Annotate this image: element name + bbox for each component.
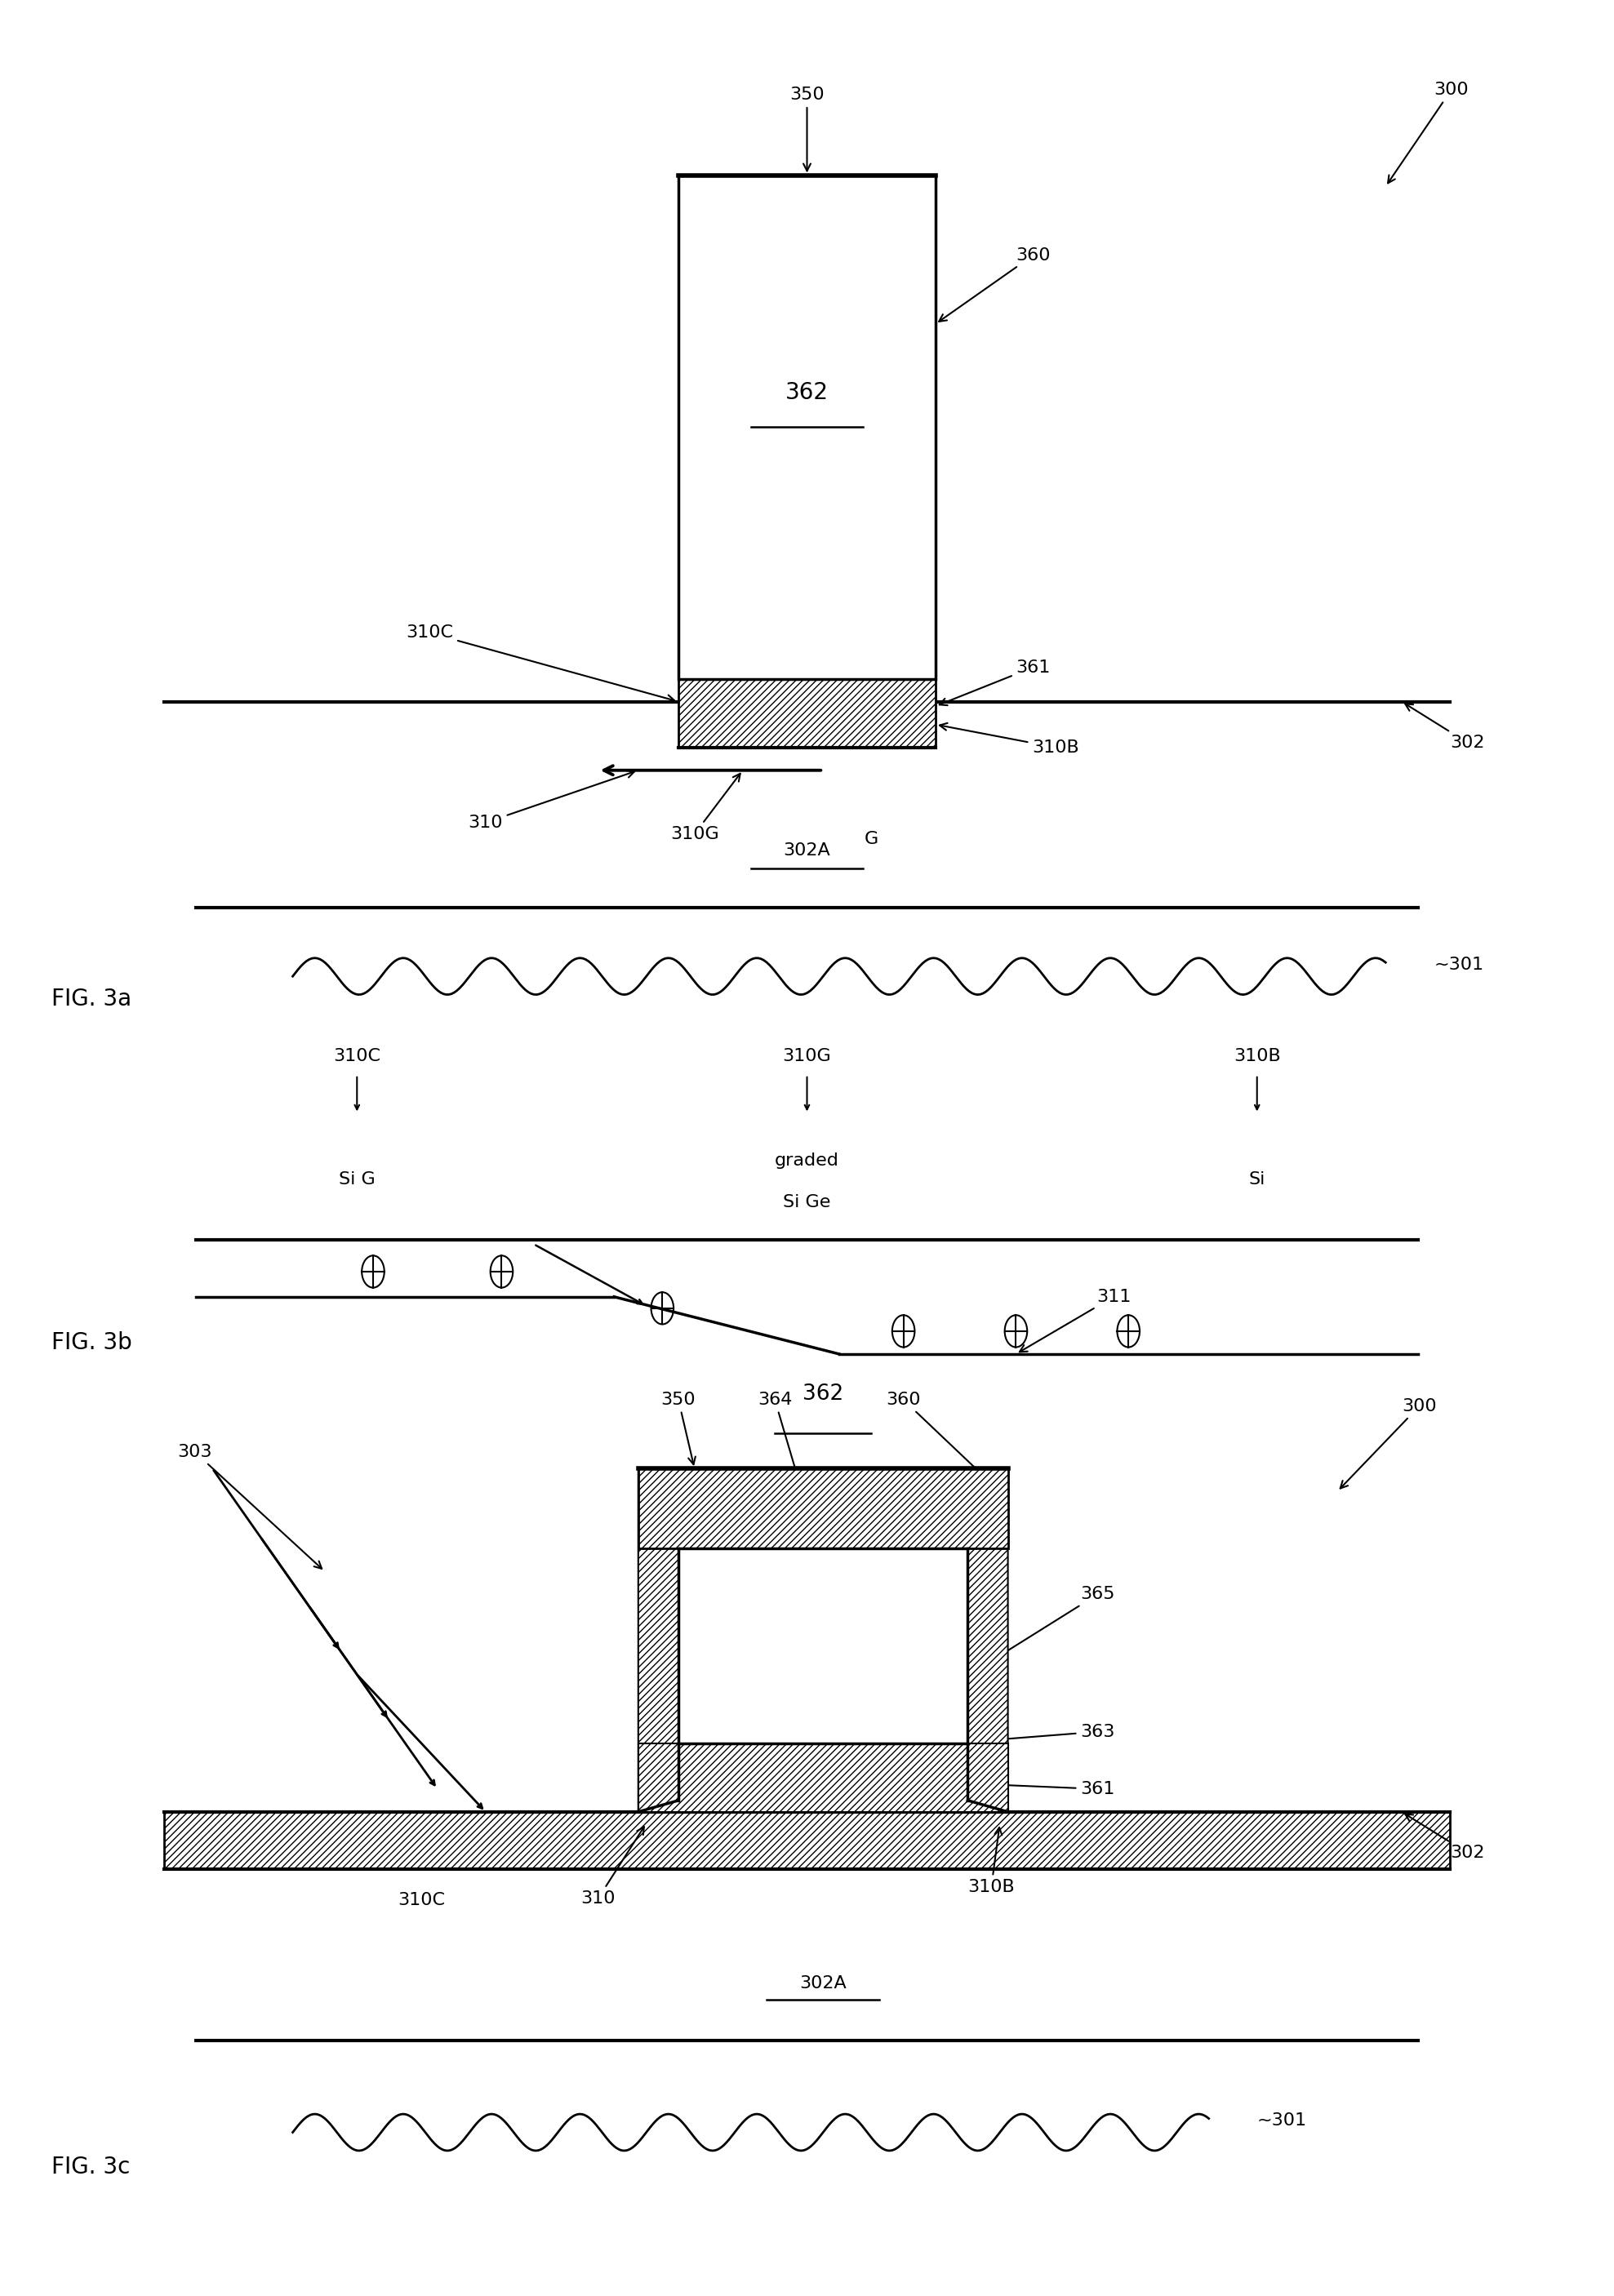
Text: 350: 350 xyxy=(789,87,825,170)
Text: FIG. 3b: FIG. 3b xyxy=(52,1332,132,1355)
Text: 310B: 310B xyxy=(968,1828,1015,1894)
Text: 364: 364 xyxy=(757,1391,807,1504)
Text: 360: 360 xyxy=(939,248,1051,321)
Text: Si: Si xyxy=(1249,1171,1265,1187)
Bar xyxy=(638,1469,1007,1548)
Text: 362: 362 xyxy=(786,381,828,404)
Text: 361: 361 xyxy=(993,1782,1115,1798)
Text: 303: 303 xyxy=(178,1444,321,1568)
Text: 311: 311 xyxy=(1020,1288,1131,1352)
Text: 310B: 310B xyxy=(939,723,1080,755)
Text: Si Ge: Si Ge xyxy=(783,1194,831,1210)
Text: 310: 310 xyxy=(581,1828,644,1906)
Text: 300: 300 xyxy=(1340,1398,1436,1488)
Text: 302A: 302A xyxy=(783,843,831,859)
Text: 310C: 310C xyxy=(407,625,675,703)
Bar xyxy=(678,680,936,748)
Polygon shape xyxy=(968,1469,1007,1812)
Text: 310B: 310B xyxy=(1233,1049,1280,1065)
Text: 310C: 310C xyxy=(397,1892,445,1908)
Text: FIG. 3a: FIG. 3a xyxy=(52,987,132,1010)
Text: Si G: Si G xyxy=(339,1171,374,1187)
Text: 350: 350 xyxy=(662,1391,696,1465)
Text: 362: 362 xyxy=(802,1384,844,1405)
Text: 365: 365 xyxy=(991,1587,1115,1660)
Text: 302A: 302A xyxy=(799,1975,847,1991)
Text: 363: 363 xyxy=(955,1724,1115,1745)
Bar xyxy=(638,1743,1007,1812)
Text: 310G: 310G xyxy=(670,774,741,843)
Bar xyxy=(165,1812,1449,1869)
Text: 310C: 310C xyxy=(334,1049,381,1065)
Text: 300: 300 xyxy=(1388,83,1469,184)
Text: 302: 302 xyxy=(1406,705,1485,751)
Bar xyxy=(678,174,936,680)
Text: 302: 302 xyxy=(1406,1814,1485,1862)
Text: ~301: ~301 xyxy=(1257,2112,1307,2128)
Text: 360: 360 xyxy=(886,1391,997,1488)
Text: ~301: ~301 xyxy=(1433,957,1483,974)
Text: graded: graded xyxy=(775,1153,839,1169)
Text: 310G: 310G xyxy=(783,1049,831,1065)
Polygon shape xyxy=(638,1469,678,1812)
Bar xyxy=(678,1469,968,1812)
Text: 310: 310 xyxy=(468,771,634,831)
Text: 361: 361 xyxy=(939,659,1051,705)
Text: FIG. 3c: FIG. 3c xyxy=(52,2156,131,2179)
Text: G: G xyxy=(863,831,878,847)
